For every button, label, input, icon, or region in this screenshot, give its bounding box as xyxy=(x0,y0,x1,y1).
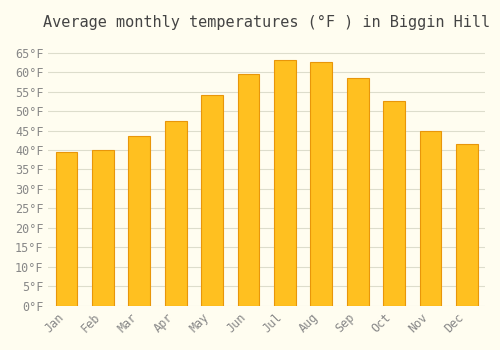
Bar xyxy=(456,144,477,306)
Bar xyxy=(274,61,296,306)
Bar xyxy=(346,78,368,306)
Bar xyxy=(165,121,186,306)
Bar xyxy=(420,131,442,306)
Bar xyxy=(92,149,114,306)
Title: Average monthly temperatures (°F ) in Biggin Hill: Average monthly temperatures (°F ) in Bi… xyxy=(43,15,490,30)
Bar xyxy=(310,62,332,306)
Bar xyxy=(128,136,150,306)
Bar xyxy=(383,101,405,306)
Bar xyxy=(56,152,78,306)
Bar xyxy=(238,74,260,306)
Bar xyxy=(201,96,223,306)
